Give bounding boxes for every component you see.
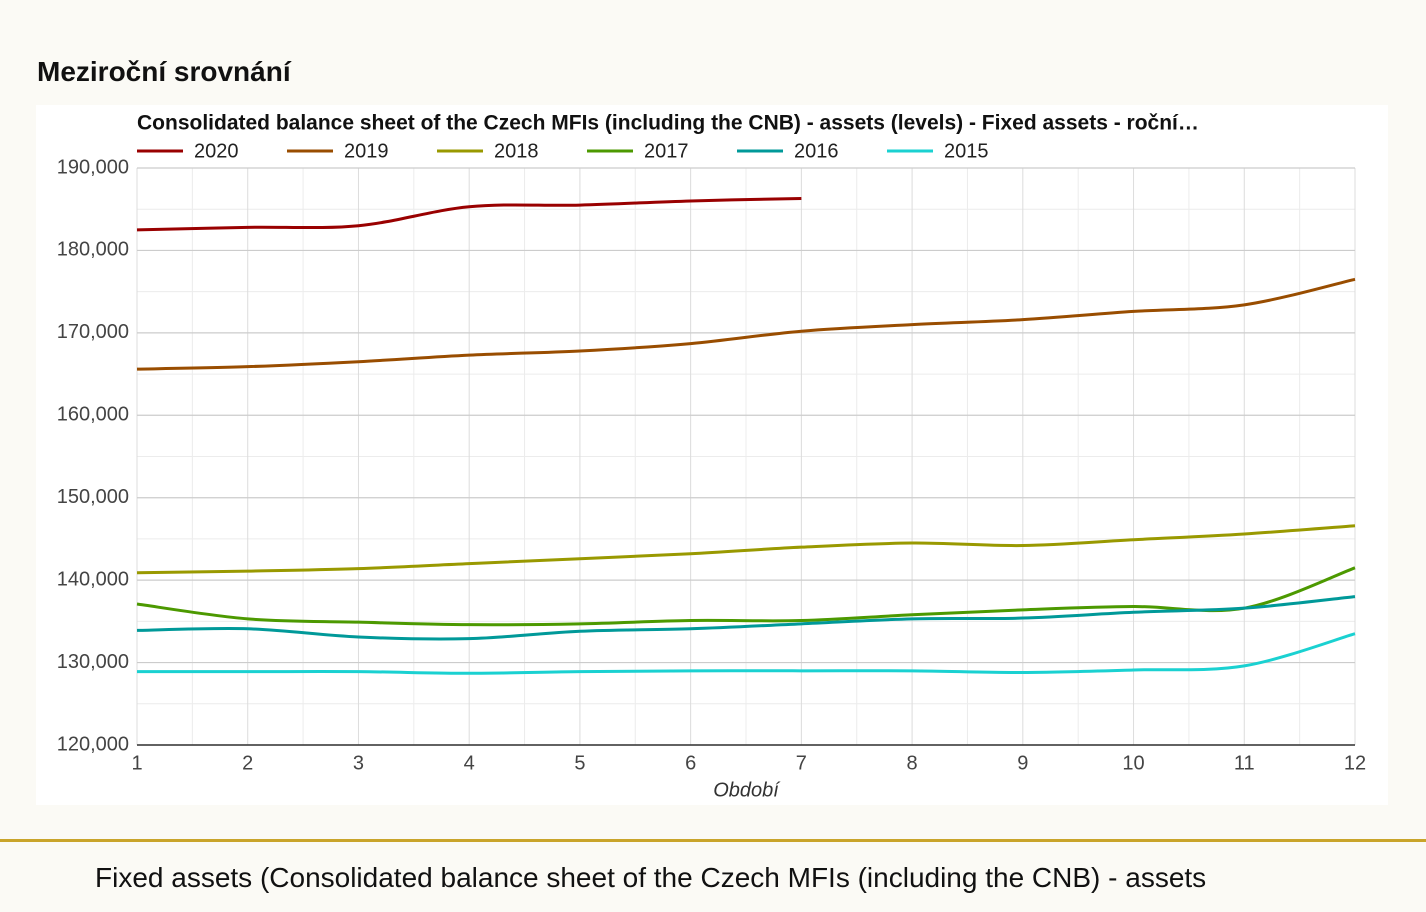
y-tick-label: 150,000 xyxy=(57,486,129,508)
y-tick-label: 130,000 xyxy=(57,651,129,673)
x-tick-label: 9 xyxy=(1017,752,1028,774)
divider xyxy=(0,839,1426,842)
x-tick-label: 10 xyxy=(1122,752,1144,774)
legend-label: 2020 xyxy=(194,140,239,162)
y-tick-label: 190,000 xyxy=(57,156,129,178)
y-tick-label: 160,000 xyxy=(57,404,129,426)
data-line xyxy=(136,196,802,232)
x-tick-label: 6 xyxy=(685,752,696,774)
data-line xyxy=(136,524,1356,575)
chart-panel xyxy=(36,105,1388,805)
section-heading: Meziroční srovnání xyxy=(37,56,291,87)
legend-label: 2016 xyxy=(794,140,839,162)
data-line xyxy=(136,566,1356,627)
x-tick-label: 7 xyxy=(796,752,807,774)
legend-label: 2015 xyxy=(944,140,989,162)
x-tick-label: 2 xyxy=(242,752,253,774)
legend-label: 2017 xyxy=(644,140,689,162)
data-line xyxy=(136,595,1356,641)
chart: Consolidated balance sheet of the Czech … xyxy=(36,105,1388,805)
chart-title: Consolidated balance sheet of the Czech … xyxy=(137,112,1199,135)
y-tick-label: 170,000 xyxy=(57,321,129,343)
legend-label: 2019 xyxy=(344,140,389,162)
x-tick-label: 12 xyxy=(1344,752,1366,774)
footer-text: Fixed assets (Consolidated balance sheet… xyxy=(95,862,1207,893)
legend-label: 2018 xyxy=(494,140,539,162)
y-tick-label: 140,000 xyxy=(57,568,129,590)
x-tick-label: 3 xyxy=(353,752,364,774)
data-line xyxy=(136,277,1356,371)
x-tick-label: 11 xyxy=(1234,752,1255,774)
x-tick-label: 8 xyxy=(907,752,918,774)
y-tick-label: 180,000 xyxy=(57,239,129,261)
x-tick-label: 5 xyxy=(574,752,585,774)
x-axis-label: Období xyxy=(713,779,781,801)
data-line xyxy=(136,632,1356,675)
x-tick-label: 4 xyxy=(464,752,475,774)
x-tick-label: 1 xyxy=(131,752,142,774)
y-tick-label: 120,000 xyxy=(57,733,129,755)
